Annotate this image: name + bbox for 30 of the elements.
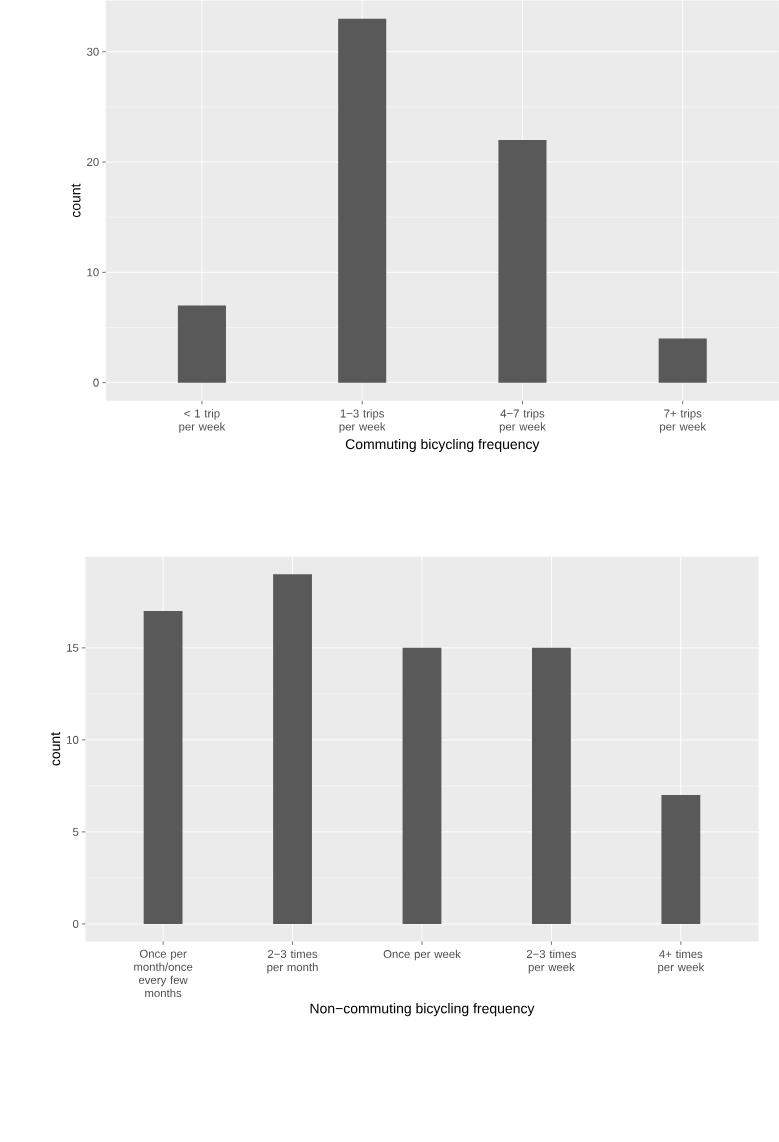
x-tick-label: 1−3 trips per week	[339, 409, 386, 433]
bar	[337, 18, 387, 383]
y-tick-label: 10	[87, 268, 99, 277]
y-tick-label: 5	[72, 827, 79, 836]
bar	[272, 574, 312, 924]
bar	[498, 139, 547, 383]
x-axis-title: Non−commuting bicycling frequency	[310, 1003, 535, 1017]
x-tick-label: 4+ times per week	[658, 949, 705, 974]
bar	[402, 647, 442, 924]
x-tick-label: 7+ trips per week	[659, 409, 706, 433]
x-tick-label: Once per week	[383, 949, 461, 961]
x-tick-label: 2−3 times per month	[267, 949, 318, 974]
x-tick-label: 4−7 trips per week	[499, 409, 546, 433]
bar	[177, 305, 226, 383]
y-axis-title: count	[50, 732, 61, 766]
y-tick-label: 10	[66, 735, 79, 744]
y-tick-label: 15	[66, 643, 79, 652]
x-axis-title: Commuting bicycling frequency	[345, 438, 540, 452]
y-tick-label: 0	[93, 378, 99, 387]
bar	[531, 647, 571, 924]
x-tick-label: < 1 trip per week	[179, 409, 226, 433]
x-tick-label: Once per month/once every few months	[133, 949, 193, 998]
y-tick-label: 30	[86, 47, 99, 56]
x-tick-label: 2−3 times per week	[526, 949, 576, 974]
y-axis-title: count	[71, 183, 81, 218]
y-tick-label: 0	[72, 919, 79, 928]
y-tick-label: 20	[86, 158, 99, 167]
bar	[661, 795, 701, 924]
bar	[143, 611, 183, 924]
bar	[658, 338, 707, 383]
